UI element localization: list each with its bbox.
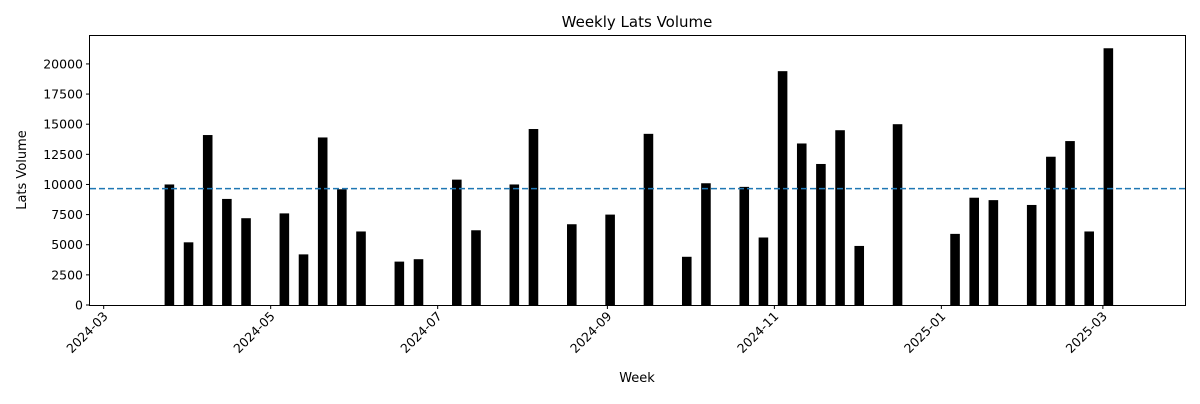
bar (969, 197, 979, 305)
bar (1046, 156, 1056, 305)
x-axis: 2024-03 2024-05 2024-07 2024-09 2024-11 2025-… (63, 305, 1110, 356)
y-tick-label: 0 (75, 298, 83, 313)
y-tick-label: 7500 (51, 207, 83, 222)
bar (317, 137, 328, 305)
bar (279, 213, 290, 305)
x-tick-label: 2024-09 (567, 308, 615, 356)
bar (605, 214, 615, 305)
y-axis: 0 2500 5000 7500 10000 12500 15000 17500 20000 (43, 56, 90, 313)
y-tick-label: 12500 (43, 147, 83, 162)
bar (681, 256, 692, 305)
bar (816, 163, 826, 305)
bar (988, 200, 999, 305)
bar (1103, 48, 1114, 305)
y-tick-label: 17500 (43, 87, 83, 102)
bar (452, 179, 462, 305)
bar (739, 186, 750, 306)
bar (701, 183, 711, 305)
bar (567, 224, 577, 305)
x-tick-label: 2025-01 (901, 309, 949, 357)
bar (471, 230, 481, 305)
bar (509, 184, 520, 305)
y-tick-label: 5000 (51, 237, 83, 252)
bar (777, 71, 788, 305)
x-tick-label: 2024-07 (397, 309, 445, 357)
plot-frame (89, 35, 1186, 306)
y-tick-label: 15000 (43, 117, 83, 132)
bar (854, 245, 865, 305)
bar (1084, 231, 1094, 305)
y-tick-label: 20000 (43, 56, 83, 71)
bar (222, 198, 232, 305)
bar (298, 254, 309, 306)
bar (892, 124, 903, 305)
bar (758, 237, 769, 305)
y-axis-label: Lats Volume (15, 130, 30, 210)
x-tick-label: 2024-11 (734, 309, 782, 357)
bar (528, 129, 539, 305)
x-axis-label: Week (619, 371, 655, 386)
bar (835, 130, 845, 305)
bar (1065, 141, 1075, 305)
bar (1026, 204, 1037, 305)
x-tick-label: 2024-05 (230, 309, 278, 357)
y-tick-label: 2500 (51, 267, 83, 282)
plot-area (90, 48, 1185, 306)
y-tick-label: 10000 (43, 177, 83, 192)
bar (796, 143, 807, 305)
bar (202, 135, 213, 305)
bar (356, 231, 366, 305)
chart-title: Weekly Lats Volume (562, 13, 713, 31)
bar (950, 233, 960, 305)
bar (241, 218, 251, 305)
bar (394, 261, 405, 305)
x-tick-label: 2025-03 (1062, 309, 1110, 357)
bar (413, 259, 424, 305)
x-tick-label: 2024-03 (63, 309, 111, 357)
bar (164, 184, 175, 305)
bar (183, 242, 194, 305)
bar (337, 189, 347, 305)
bar (643, 133, 654, 305)
